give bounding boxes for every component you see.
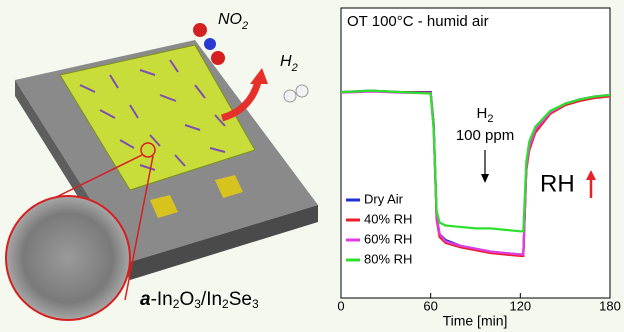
annotation-concentration: 100 ppm — [456, 127, 514, 144]
label-part: 2 — [241, 20, 248, 32]
molecule-h — [296, 85, 308, 97]
figure: NO2 H2 a-In2O3/In2Se3 OT 100°C - humid a… — [0, 0, 624, 332]
label-part: Se — [229, 289, 252, 310]
molecule-n — [204, 38, 216, 50]
label-part: 2 — [291, 62, 298, 74]
label-part: a — [140, 289, 151, 310]
molecule-o — [211, 51, 225, 65]
label-part: O — [179, 289, 194, 310]
sem-image — [6, 196, 130, 320]
label-part: 2 — [487, 113, 493, 125]
label-part: H — [280, 53, 292, 70]
annotation-rh: RH — [540, 170, 575, 197]
label-part: /In — [201, 289, 222, 310]
x-tick-label: 60 — [423, 298, 437, 313]
legend-label: Dry Air — [364, 191, 404, 206]
label-part: -In — [151, 289, 173, 310]
label-part: 3 — [252, 297, 259, 311]
legend-label: 60% RH — [364, 231, 412, 246]
legend-label: 40% RH — [364, 211, 412, 226]
x-axis-label: Time [min] — [443, 313, 508, 329]
label-part: H — [477, 105, 488, 122]
legend-label: 80% RH — [364, 251, 412, 266]
x-tick-label: 0 — [337, 298, 344, 313]
x-tick-label: 180 — [599, 298, 621, 313]
molecule-o — [193, 23, 207, 37]
chart: OT 100°C - humid air Time [min] H2 100 p… — [337, 8, 620, 329]
chart-title: OT 100°C - humid air — [347, 13, 489, 30]
molecule-h — [284, 90, 296, 102]
label-part: NO — [218, 11, 242, 28]
x-tick-label: 120 — [509, 298, 531, 313]
